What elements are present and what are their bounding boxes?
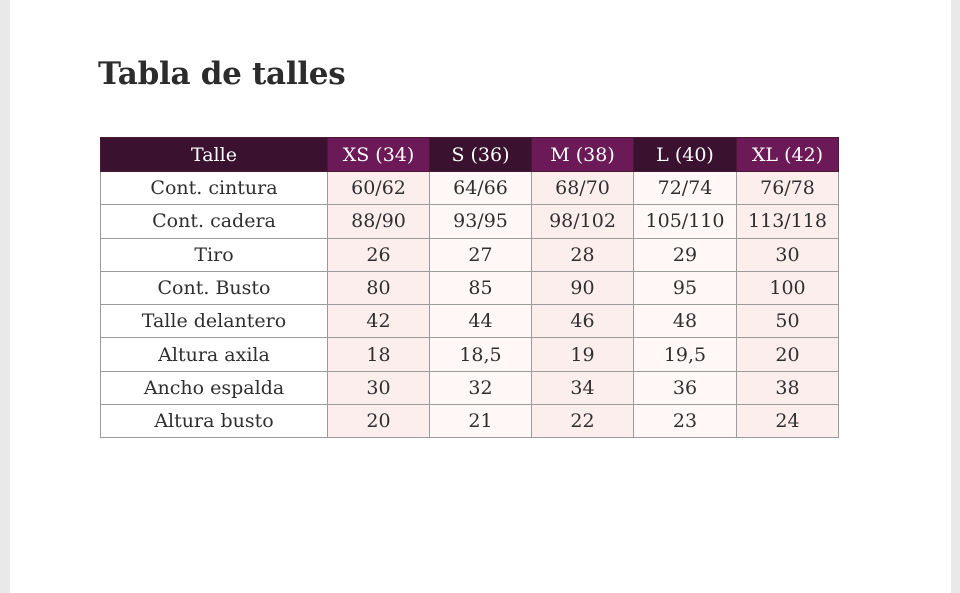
cell-s: 32 xyxy=(429,370,532,406)
cell-xl: 38 xyxy=(736,370,839,406)
cell-l: 19,5 xyxy=(633,337,737,372)
cell-m: 68/70 xyxy=(531,170,634,206)
cell-s: 93/95 xyxy=(429,204,532,239)
table-row: Altura axila 18 18,5 19 19,5 20 xyxy=(100,337,839,372)
table-row: Ancho espalda 30 32 34 36 38 xyxy=(100,370,839,406)
row-label: Tiro xyxy=(100,237,328,272)
cell-xs: 18 xyxy=(327,337,430,372)
row-label: Altura axila xyxy=(100,337,328,372)
cell-xs: 20 xyxy=(327,404,430,439)
table-row: Talle delantero 42 44 46 48 50 xyxy=(100,304,839,339)
cell-s: 64/66 xyxy=(429,170,532,206)
cell-m: 19 xyxy=(531,337,634,372)
cell-m: 98/102 xyxy=(531,204,634,239)
table-row: Cont. cintura 60/62 64/66 68/70 72/74 76/78 xyxy=(100,170,839,206)
cell-s: 27 xyxy=(429,237,532,272)
cell-m: 34 xyxy=(531,370,634,406)
cell-xs: 42 xyxy=(327,304,430,339)
cell-l: 48 xyxy=(633,304,737,339)
row-label: Cont. cadera xyxy=(100,204,328,239)
header-cell-xs: XS (34) xyxy=(327,137,430,172)
cell-s: 85 xyxy=(429,270,532,306)
cell-s: 18,5 xyxy=(429,337,532,372)
size-chart-table: Talle XS (34) S (36) M (38) L (40) XL (4… xyxy=(100,137,839,439)
cell-m: 46 xyxy=(531,304,634,339)
cell-xl: 100 xyxy=(736,270,839,306)
cell-l: 95 xyxy=(633,270,737,306)
cell-l: 29 xyxy=(633,237,737,272)
cell-xs: 60/62 xyxy=(327,170,430,206)
row-label: Cont. Busto xyxy=(100,270,328,306)
cell-xs: 26 xyxy=(327,237,430,272)
header-cell-m: M (38) xyxy=(531,137,634,172)
cell-m: 28 xyxy=(531,237,634,272)
cell-xs: 88/90 xyxy=(327,204,430,239)
cell-xl: 50 xyxy=(736,304,839,339)
cell-xl: 113/118 xyxy=(736,204,839,239)
cell-l: 23 xyxy=(633,404,737,439)
cell-l: 36 xyxy=(633,370,737,406)
table-row: Cont. cadera 88/90 93/95 98/102 105/110 113/1… xyxy=(100,204,839,239)
cell-xl: 20 xyxy=(736,337,839,372)
header-cell-s: S (36) xyxy=(429,137,532,172)
cell-xs: 80 xyxy=(327,270,430,306)
cell-xs: 30 xyxy=(327,370,430,406)
row-label: Cont. cintura xyxy=(100,170,328,206)
document-page: Tabla de talles Talle XS (34) S (36) M (… xyxy=(10,0,951,593)
cell-xl: 24 xyxy=(736,404,839,439)
cell-m: 90 xyxy=(531,270,634,306)
cell-l: 72/74 xyxy=(633,170,737,206)
header-cell-size-label: Talle xyxy=(100,137,328,172)
row-label: Talle delantero xyxy=(100,304,328,339)
table-row: Tiro 26 27 28 29 30 xyxy=(100,237,839,272)
row-label: Altura busto xyxy=(100,404,328,439)
header-cell-l: L (40) xyxy=(633,137,737,172)
cell-xl: 76/78 xyxy=(736,170,839,206)
cell-l: 105/110 xyxy=(633,204,737,239)
table-body: Cont. cintura 60/62 64/66 68/70 72/74 76/78 Co… xyxy=(100,170,839,439)
cell-s: 21 xyxy=(429,404,532,439)
header-cell-xl: XL (42) xyxy=(736,137,839,172)
row-label: Ancho espalda xyxy=(100,370,328,406)
table-row: Altura busto 20 21 22 23 24 xyxy=(100,404,839,439)
page-title: Tabla de talles xyxy=(98,56,346,92)
cell-m: 22 xyxy=(531,404,634,439)
table-header-row: Talle XS (34) S (36) M (38) L (40) XL (4… xyxy=(100,137,839,172)
cell-s: 44 xyxy=(429,304,532,339)
cell-xl: 30 xyxy=(736,237,839,272)
table-row: Cont. Busto 80 85 90 95 100 xyxy=(100,270,839,306)
